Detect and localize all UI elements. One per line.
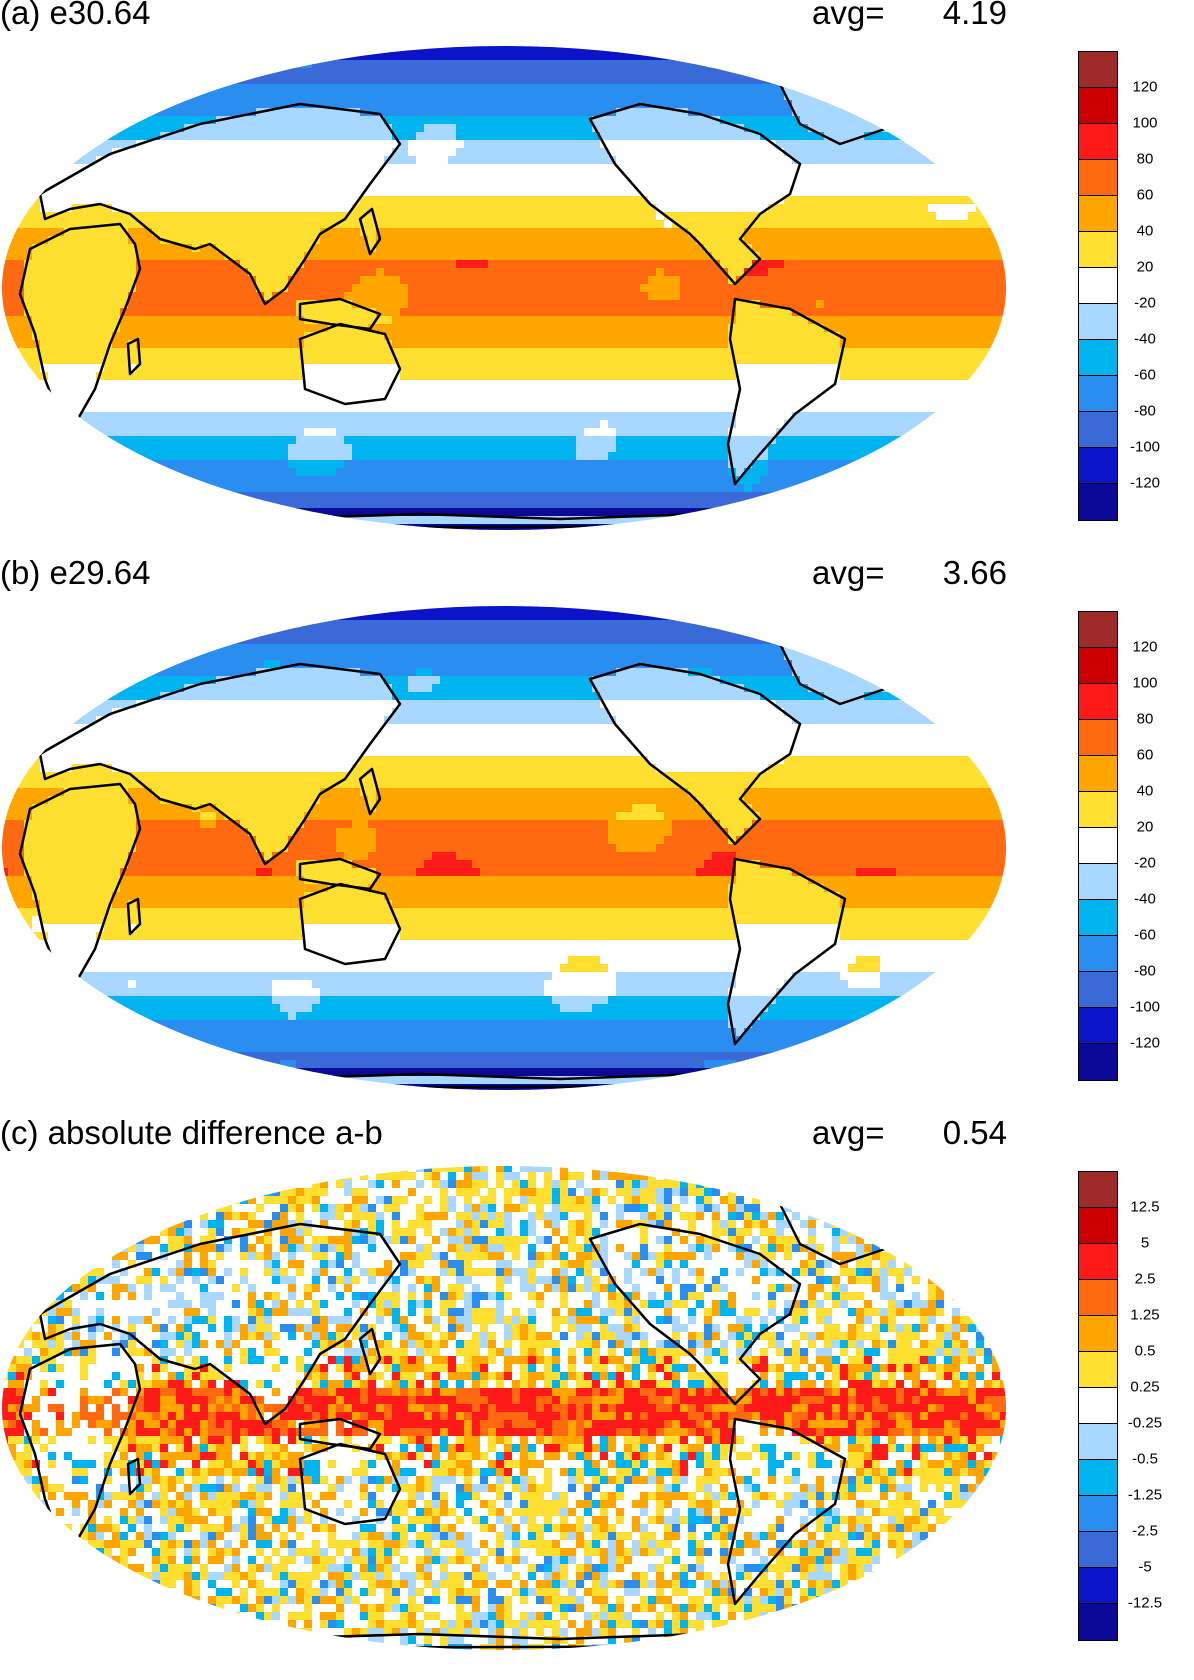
colorbar-label: -100 (1130, 439, 1160, 456)
colorbar-box (1079, 304, 1117, 340)
world-map (0, 44, 1008, 532)
colorbar-box (1079, 1316, 1117, 1352)
colorbar-box (1079, 1388, 1117, 1424)
colorbar-label: 0.25 (1130, 1379, 1159, 1396)
colorbar-label: -5 (1138, 1559, 1151, 1576)
colorbar-box (1079, 756, 1117, 792)
colorbar-box (1079, 232, 1117, 268)
avg-value: 3.66 (927, 554, 1007, 592)
colorbar-label: -2.5 (1132, 1523, 1158, 1540)
colorbar-box (1079, 124, 1117, 160)
colorbar-label: -0.25 (1128, 1415, 1162, 1432)
colorbar-box (1079, 376, 1117, 412)
colorbar-box (1079, 52, 1117, 88)
avg-label: avg= (812, 0, 884, 32)
colorbar-label: -80 (1134, 403, 1156, 420)
colorbar-box (1079, 828, 1117, 864)
colorbar-box (1079, 864, 1117, 900)
colorbar-box (1079, 196, 1117, 232)
colorbar-box (1079, 900, 1117, 936)
colorbar-label: 5 (1141, 1235, 1149, 1252)
colorbar-box (1079, 612, 1117, 648)
colorbar-label: -40 (1134, 891, 1156, 908)
map-field (0, 1164, 1008, 1652)
colorbar-box (1079, 448, 1117, 484)
colorbar-label: 12.5 (1130, 1199, 1159, 1216)
colorbar-label: -100 (1130, 999, 1160, 1016)
map-field (0, 604, 1008, 1092)
colorbar-label: 100 (1132, 675, 1157, 692)
colorbar-label: 120 (1132, 639, 1157, 656)
colorbar-box (1079, 340, 1117, 376)
panel-c: (c) absolute difference a-b avg= 0.54 12… (0, 1120, 1194, 1680)
colorbar-box (1079, 1172, 1117, 1208)
colorbar-label: 80 (1137, 151, 1154, 168)
colorbar-label: 20 (1137, 259, 1154, 276)
map-field (0, 44, 1008, 532)
colorbar-box (1079, 1424, 1117, 1460)
colorbar-box (1079, 972, 1117, 1008)
colorbar-label: 60 (1137, 747, 1154, 764)
colorbar-label: -1.25 (1128, 1487, 1162, 1504)
colorbar-label: -60 (1134, 927, 1156, 944)
colorbar-box (1079, 88, 1117, 124)
colorbar-label: -20 (1134, 295, 1156, 312)
colorbar-label: 20 (1137, 819, 1154, 836)
colorbar-box (1079, 792, 1117, 828)
colorbar-label: 40 (1137, 783, 1154, 800)
colorbar-box (1079, 1568, 1117, 1604)
colorbar-box (1079, 1532, 1117, 1568)
colorbar-box (1079, 1280, 1117, 1316)
colorbar-box (1079, 648, 1117, 684)
colorbar-box (1079, 1352, 1117, 1388)
colorbar-label: -80 (1134, 963, 1156, 980)
colorbar-box (1079, 1604, 1117, 1640)
colorbar-label: -40 (1134, 331, 1156, 348)
colorbar-box (1079, 268, 1117, 304)
colorbar-box (1079, 1244, 1117, 1280)
colorbar-box (1079, 484, 1117, 520)
colorbar-box (1079, 1496, 1117, 1532)
avg-label: avg= (812, 1114, 884, 1152)
colorbar-label: 1.25 (1130, 1307, 1159, 1324)
avg-label: avg= (812, 554, 884, 592)
colorbar-label: -12.5 (1128, 1595, 1162, 1612)
colorbar-label: 40 (1137, 223, 1154, 240)
panel-a: (a) e30.64 avg= 4.19 120 100 80 60 40 20 -20 -4… (0, 0, 1194, 560)
avg-value: 4.19 (927, 0, 1007, 32)
colorbar-label: -120 (1130, 1035, 1160, 1052)
colorbar-box (1079, 720, 1117, 756)
colorbar-box (1079, 684, 1117, 720)
colorbar (1078, 51, 1118, 521)
colorbar (1078, 1171, 1118, 1641)
colorbar-box (1079, 936, 1117, 972)
colorbar-box (1079, 1044, 1117, 1080)
colorbar-label: 2.5 (1135, 1271, 1156, 1288)
avg-value: 0.54 (927, 1114, 1007, 1152)
colorbar-box (1079, 160, 1117, 196)
panel-title: (a) e30.64 (0, 0, 150, 32)
colorbar (1078, 611, 1118, 1081)
world-map (0, 604, 1008, 1092)
colorbar-label: -60 (1134, 367, 1156, 384)
colorbar-box (1079, 1008, 1117, 1044)
colorbar-label: -0.5 (1132, 1451, 1158, 1468)
colorbar-label: -120 (1130, 475, 1160, 492)
world-map (0, 1164, 1008, 1652)
colorbar-label: 80 (1137, 711, 1154, 728)
colorbar-label: -20 (1134, 855, 1156, 872)
panel-title: (c) absolute difference a-b (0, 1114, 383, 1152)
colorbar-box (1079, 1460, 1117, 1496)
colorbar-label: 120 (1132, 79, 1157, 96)
colorbar-box (1079, 1208, 1117, 1244)
colorbar-label: 60 (1137, 187, 1154, 204)
panel-title: (b) e29.64 (0, 554, 150, 592)
colorbar-label: 0.5 (1135, 1343, 1156, 1360)
colorbar-box (1079, 412, 1117, 448)
colorbar-label: 100 (1132, 115, 1157, 132)
